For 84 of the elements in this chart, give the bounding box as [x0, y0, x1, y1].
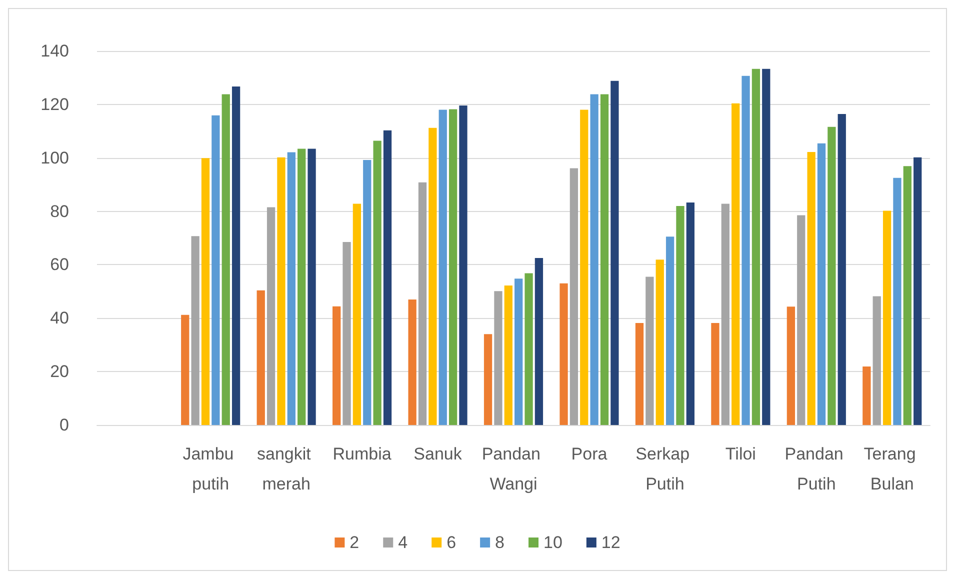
- legend-label: 2: [350, 533, 360, 552]
- x-tick-label: Pandan Wangi: [482, 444, 546, 494]
- bar: [666, 236, 674, 425]
- bar: [797, 215, 806, 425]
- x-tick-label: Terang Bulan: [864, 444, 920, 494]
- bar: [882, 210, 892, 425]
- bar: [534, 258, 544, 425]
- bar: [332, 306, 341, 425]
- y-tick-label: 120: [40, 94, 69, 114]
- y-tick-label: 0: [60, 416, 69, 434]
- bar: [903, 166, 912, 425]
- bar: [298, 148, 306, 425]
- x-tick-label: sangkit merah: [257, 444, 316, 494]
- bar: [266, 207, 276, 425]
- bar: [459, 105, 468, 425]
- bar: [342, 242, 351, 425]
- legend-label: 6: [446, 533, 456, 552]
- bar: [504, 286, 512, 425]
- bar: [600, 94, 609, 425]
- bar: [212, 115, 220, 425]
- legend-label: 12: [601, 533, 620, 552]
- y-tick-label: 60: [50, 255, 69, 274]
- bar: [580, 110, 588, 425]
- bar: [494, 291, 502, 425]
- bar: [807, 152, 816, 425]
- bar: [201, 158, 210, 425]
- y-tick-label: 20: [50, 362, 69, 382]
- bar: [408, 299, 416, 425]
- bar: [287, 152, 296, 425]
- bar: [222, 94, 230, 425]
- bar: [352, 204, 362, 425]
- bar: [570, 168, 578, 425]
- bar: [732, 103, 740, 425]
- bar: [514, 278, 523, 425]
- bar: [560, 283, 568, 425]
- bar: [308, 148, 316, 425]
- y-tick-label: 140: [40, 42, 69, 60]
- bar: [448, 109, 458, 425]
- bar: [373, 140, 382, 425]
- bar: [711, 322, 720, 425]
- bar: [256, 290, 265, 425]
- legend-label: 8: [495, 533, 505, 552]
- x-tick-label: Pandan Putih: [784, 444, 848, 494]
- x-tick-label: Serkap Putih: [636, 444, 694, 494]
- bar: [742, 76, 750, 425]
- bar: [786, 306, 796, 425]
- bar: [762, 68, 770, 425]
- x-tick-label: Tiloi: [725, 444, 756, 464]
- bar: [872, 296, 881, 425]
- bar: [191, 236, 200, 425]
- x-tick-label: Jambu putih: [182, 444, 238, 494]
- bar: [524, 273, 533, 425]
- bar: [817, 143, 826, 425]
- bar: [686, 202, 694, 425]
- bar: [383, 130, 392, 425]
- bar: [428, 128, 437, 425]
- bar: [828, 126, 836, 425]
- bar: [656, 260, 664, 425]
- y-tick-label: 80: [50, 202, 69, 221]
- bar: [862, 366, 871, 425]
- bar: [721, 204, 730, 425]
- legend-label: 4: [398, 533, 408, 552]
- bar: [484, 334, 492, 425]
- bar: [752, 68, 760, 425]
- bar: [635, 322, 644, 425]
- bar: [646, 276, 654, 425]
- bar: [418, 182, 427, 425]
- legend-label: 10: [544, 533, 562, 552]
- bar: [363, 160, 372, 425]
- bar: [610, 80, 619, 425]
- x-tick-label: Rumbia: [332, 444, 392, 464]
- y-tick-label: 40: [50, 308, 69, 328]
- bar: [838, 114, 846, 425]
- bar: [676, 206, 684, 425]
- x-tick-label: Pora: [571, 444, 608, 464]
- x-tick-label: Sanuk: [414, 444, 462, 464]
- bar: [277, 157, 286, 425]
- bar: [893, 178, 902, 425]
- bar: [438, 110, 447, 425]
- bar: [590, 94, 598, 425]
- bar: [232, 86, 240, 425]
- y-tick-label: 100: [40, 148, 69, 168]
- bar: [914, 157, 922, 425]
- bar: [181, 314, 190, 425]
